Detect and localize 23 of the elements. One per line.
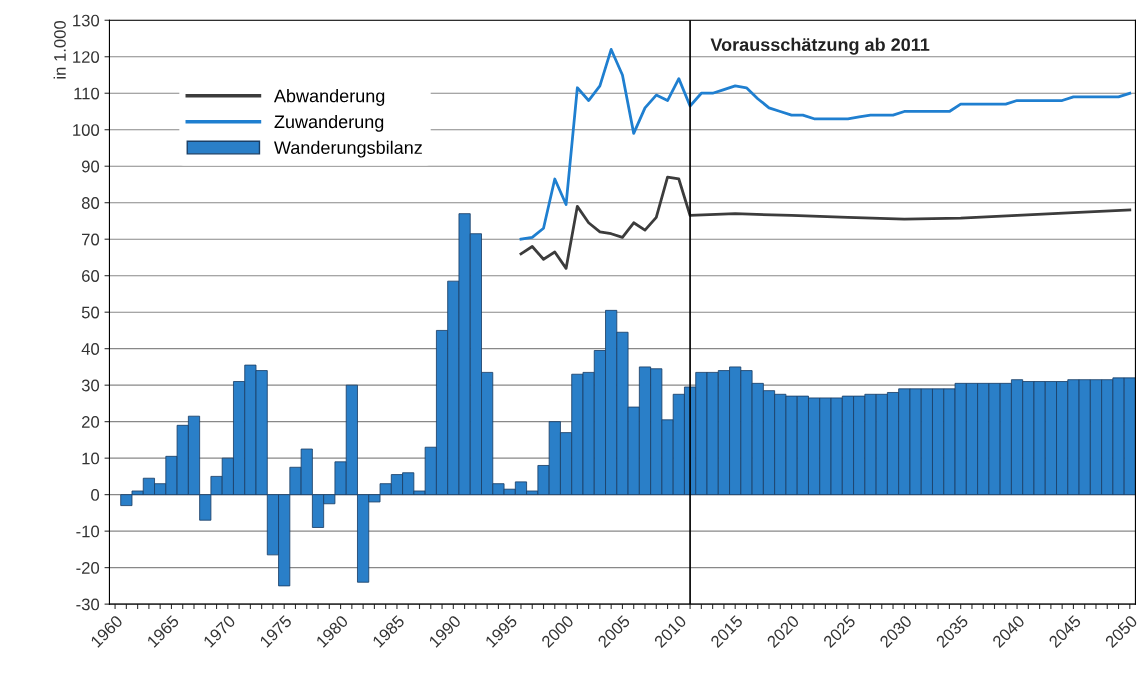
- y-tick-label: -10: [76, 525, 100, 538]
- y-tick-label: 110: [74, 87, 100, 100]
- y-axis-title: in 1.000: [53, 20, 66, 79]
- legend-label: Zuwanderung: [274, 114, 384, 132]
- y-tick-label: 60: [82, 270, 100, 282]
- line-series: [519, 175, 1132, 270]
- legend-label: Abwanderung: [273, 89, 385, 106]
- ref-line-label: Vorausschätzung ab 2011: [710, 37, 930, 55]
- y-tick-label: 40: [81, 343, 100, 355]
- legend-label: Wanderungsbilanz: [274, 140, 422, 158]
- y-tick-label: 100: [73, 124, 100, 136]
- y-tick-label: 10: [82, 452, 100, 465]
- y-tick-label: -30: [76, 598, 100, 611]
- y-tick-label: 0: [91, 489, 100, 501]
- y-tick-label: 90: [81, 160, 100, 173]
- y-tick-label: -20: [76, 562, 100, 574]
- y-tick-label: 120: [73, 51, 100, 63]
- y-tick-label: 80: [81, 197, 100, 209]
- y-tick-label: 70: [82, 233, 100, 246]
- y-tick-label: 20: [82, 416, 100, 428]
- y-tick-label: 130: [73, 14, 100, 27]
- y-tick-label: 30: [81, 379, 100, 392]
- y-tick-label: 50: [81, 306, 100, 319]
